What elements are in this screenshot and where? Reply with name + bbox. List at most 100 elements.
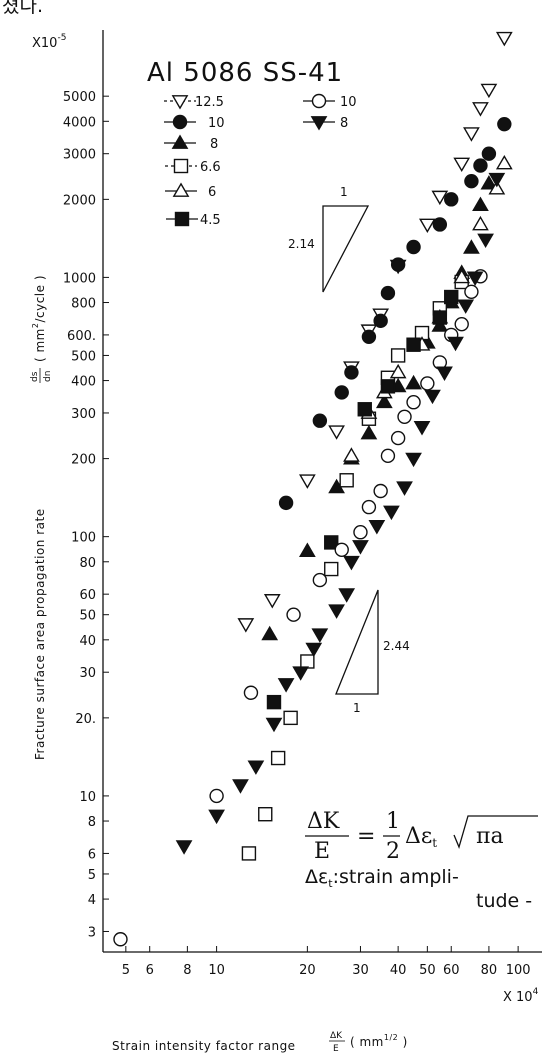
formula-eq: = [357, 824, 375, 849]
y-tick-label: 30 [79, 666, 96, 681]
point-ss-41-8 [311, 628, 329, 643]
legend-marker-al-5086-6-6 [173, 158, 189, 174]
point-ss-41-8 [383, 505, 400, 521]
formula-half-num: 1 [386, 809, 400, 834]
point-ss-41-8 [466, 271, 484, 286]
point-al-5086-6-6 [241, 846, 257, 861]
point-al-5086-12-5 [431, 190, 449, 206]
point-al-5086-10 [432, 217, 448, 232]
chart-title: Al 5086 SS-41 [147, 58, 343, 88]
x-label-frac-num: ΔK [330, 1031, 343, 1041]
point-al-5086-8 [360, 424, 378, 440]
x-tick-label: 60 [443, 963, 460, 978]
point-al-5086-12-5 [299, 474, 316, 489]
point-ss-41-10 [334, 542, 349, 557]
point-ss-41-8 [305, 642, 323, 658]
legend: 12.5 10 8 6.6 6 4.5 10 8 [164, 93, 357, 228]
point-al-5086-6 [453, 268, 471, 284]
point-al-5086-10 [473, 158, 488, 173]
x-tick-label: 10 [208, 963, 225, 978]
point-al-5086-6-6 [324, 561, 339, 577]
y-tick-label: 20. [75, 712, 96, 727]
point-ss-41-8 [292, 666, 310, 681]
y-label-unit: ( mm2/cycle ) [31, 275, 47, 362]
x-tick-label: 8 [183, 963, 191, 978]
slope-triangle-lower: 2.44 1 [335, 589, 410, 715]
point-al-5086-6-6 [258, 807, 273, 822]
point-al-5086-8 [431, 317, 449, 332]
y-tick-label: 8 [88, 815, 96, 830]
point-al-5086-12-5 [237, 618, 255, 633]
legend-marker-al-5086-8 [171, 134, 189, 149]
y-axis-label-text: Fracture surface area propagation rate [33, 508, 47, 760]
y-tick-label: 800 [71, 297, 96, 312]
y-tick-label: 6 [88, 847, 96, 862]
point-ss-41-8 [436, 366, 453, 381]
point-al-5086-4-5 [357, 402, 372, 417]
point-ss-41-8 [396, 481, 413, 496]
y-tick-label: 4000 [63, 115, 96, 130]
legend-label-al-5086-8: 8 [210, 137, 218, 152]
point-ss-41-8 [232, 779, 249, 794]
strain-note-line1: Δεt:strain ampli- [305, 866, 459, 890]
point-al-5086-4-5 [444, 289, 459, 305]
slope-lower-base: 1 [353, 701, 361, 715]
point-al-5086-12-5 [472, 102, 489, 117]
y-tick-label: 80 [79, 556, 96, 571]
formula-rhs: Δεt [405, 824, 437, 850]
x-scale-factor: X 104 [503, 987, 539, 1005]
point-al-5086-6-6 [339, 473, 354, 488]
point-al-5086-6-6 [300, 654, 315, 669]
formula-half-den: 2 [386, 839, 400, 864]
legend-label-al-5086-10: 10 [208, 116, 225, 131]
point-al-5086-12-5 [328, 425, 345, 440]
point-al-5086-6 [488, 180, 506, 195]
y-tick-label: 10 [79, 790, 96, 805]
point-ss-41-8 [208, 809, 225, 825]
legend-marker-al-5086-12-5 [171, 95, 189, 110]
point-al-5086-6 [472, 215, 489, 231]
y-label-frac-den: dn [43, 371, 53, 382]
point-ss-41-10 [373, 483, 388, 499]
legend-label-al-5086-4-5: 4.5 [200, 213, 221, 228]
point-ss-41-8 [352, 540, 369, 555]
x-tick-label: 5 [122, 963, 130, 978]
point-ss-41-8 [457, 299, 475, 314]
legend-label-al-5086-6-6: 6.6 [200, 160, 221, 175]
point-al-5086-10 [278, 495, 294, 511]
point-al-5086-12-5 [463, 127, 480, 142]
point-ss-41-8 [488, 172, 506, 188]
legend-marker-al-5086-6 [172, 182, 190, 197]
point-ss-41-10 [397, 409, 412, 424]
point-ss-41-10 [406, 395, 421, 410]
y-label-frac-num: ds [30, 371, 40, 382]
x-tick-label: 6 [146, 963, 154, 978]
y-ticks: 3 4 5 6 8 10 20. 30 40 50 60 80 100 200 300 400 500 600. 8… [63, 90, 109, 940]
point-al-5086-8 [463, 239, 480, 254]
point-ss-41-8 [175, 840, 193, 855]
point-ss-41-10 [286, 607, 301, 622]
y-tick-label: 1000 [63, 271, 96, 286]
point-al-5086-10 [497, 116, 512, 132]
point-ss-41-10 [243, 685, 259, 700]
point-ss-41-8 [338, 588, 356, 603]
point-al-5086-4-5 [432, 310, 448, 325]
y-tick-label: 2000 [63, 193, 96, 208]
point-ss-41-8 [277, 678, 295, 693]
point-al-5086-8 [480, 175, 498, 190]
point-ss-41-10 [464, 284, 479, 299]
point-al-5086-6-6 [270, 750, 286, 766]
point-ss-41-8 [405, 452, 422, 468]
point-ss-41-8 [343, 555, 360, 571]
y-tick-label: 300 [71, 407, 96, 422]
point-al-5086-10 [390, 257, 406, 272]
point-al-5086-10 [406, 239, 421, 255]
x-axis-label-text: Strain intensity factor range [112, 1039, 296, 1053]
point-al-5086-10 [373, 313, 388, 329]
x-tick-label: 100 [506, 963, 531, 978]
y-tick-label: 60 [79, 588, 96, 603]
y-tick-label: 100 [71, 531, 96, 546]
point-al-5086-4-5 [266, 694, 282, 710]
y-tick-label: 5000 [63, 90, 96, 105]
y-axis-label: Fracture surface area propagation rate d… [30, 275, 53, 760]
